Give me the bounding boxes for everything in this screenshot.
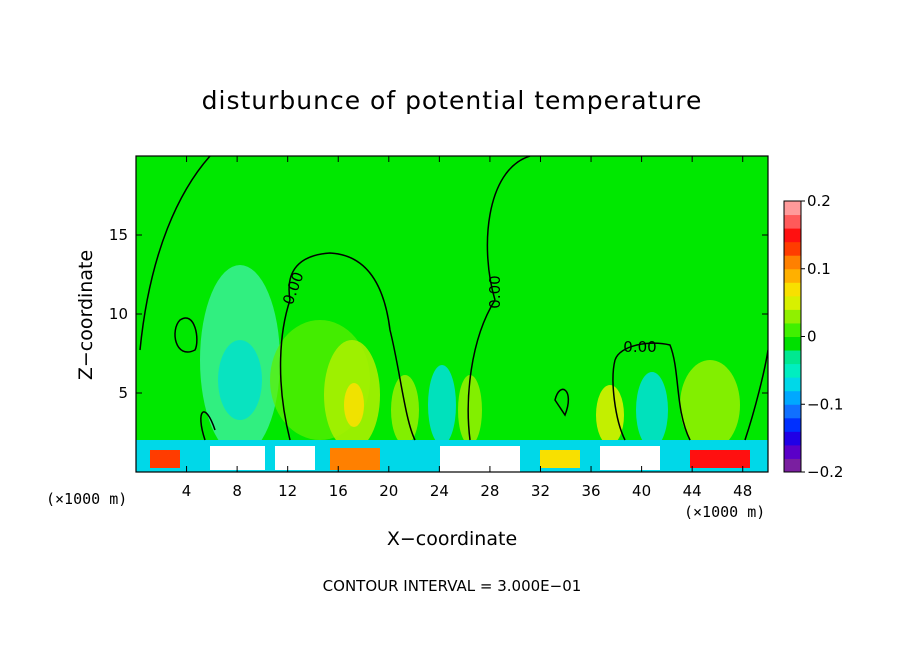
- colorbar-swatch: [784, 431, 801, 446]
- colorbar-tick-label: 0.2: [807, 192, 831, 210]
- x-tick-label: 36: [581, 482, 600, 500]
- colorbar-tick-label: 0: [807, 328, 817, 346]
- warm-blob: [458, 375, 482, 445]
- surface-warm: [540, 450, 580, 468]
- surface-warm: [330, 448, 380, 470]
- x-tick-label: 32: [531, 482, 550, 500]
- colorbar-swatch: [784, 228, 801, 243]
- x-tick-label: 44: [683, 482, 702, 500]
- y-tick-label: 5: [118, 384, 128, 402]
- colorbar-swatch: [784, 390, 801, 405]
- warm-blob: [596, 385, 624, 445]
- colorbar-swatch: [784, 241, 801, 256]
- y-ticks: 5 10 15: [109, 226, 768, 402]
- cool-blob: [218, 340, 262, 420]
- colorbar-swatch: [784, 295, 801, 310]
- x-tick-label: 40: [632, 482, 651, 500]
- field-layer: [136, 156, 768, 472]
- x-tick-label: 8: [232, 482, 242, 500]
- colorbar: 0.2 0.1 0 −0.1 −0.2: [783, 192, 843, 481]
- x-tick-label: 28: [480, 482, 499, 500]
- x-axis-label: X−coordinate: [386, 528, 518, 550]
- warm-blob: [344, 383, 364, 427]
- x-tick-label: 4: [182, 482, 192, 500]
- contour-interval-note: CONTOUR INTERVAL = 3.000E−01: [322, 577, 582, 595]
- colorbar-swatch: [784, 417, 801, 432]
- colorbar-swatch: [784, 444, 801, 459]
- colorbar-swatch: [784, 363, 801, 378]
- colorbar-swatch: [784, 458, 801, 473]
- colorbar-swatch: [784, 268, 801, 283]
- x-tick-label: 24: [430, 482, 449, 500]
- colorbar-swatch: [784, 377, 801, 392]
- colorbar-tick-label: −0.2: [807, 463, 843, 481]
- x-tick-label: 16: [329, 482, 348, 500]
- contour-lines: [139, 156, 768, 441]
- y-tick-label: 15: [109, 226, 128, 244]
- cool-blob: [428, 365, 456, 445]
- contour-label: 0.00: [486, 275, 504, 308]
- colorbar-swatch: [784, 282, 801, 297]
- x-unit-label-right: (×1000 m): [684, 503, 766, 521]
- surface-white: [275, 446, 315, 470]
- surface-warm: [150, 450, 180, 468]
- colorbar-swatch: [784, 214, 801, 229]
- warm-blob: [391, 375, 419, 445]
- surface-white: [600, 446, 660, 470]
- colorbar-tick-label: −0.1: [807, 395, 843, 413]
- warm-blob: [680, 360, 740, 450]
- surface-white: [440, 446, 520, 472]
- x-tick-label: 48: [733, 482, 752, 500]
- x-ticks: 4 8 12 16 20 24 28 32 36 40 44 48: [182, 156, 752, 500]
- y-tick-label: 10: [109, 305, 128, 323]
- colorbar-swatch: [784, 322, 801, 337]
- chart-title: disturbunce of potential temperature: [201, 86, 703, 115]
- surface-warm: [690, 450, 750, 468]
- x-unit-label: (×1000 m): [46, 490, 128, 508]
- y-axis-label: Z−coordinate: [75, 249, 97, 381]
- colorbar-swatch: [784, 309, 801, 324]
- colorbar-swatch: [784, 350, 801, 365]
- x-tick-label: 12: [278, 482, 297, 500]
- colorbar-swatch: [784, 404, 801, 419]
- colorbar-swatch: [784, 201, 801, 216]
- contour-label: 0.00: [623, 338, 656, 356]
- colorbar-tick-label: 0.1: [807, 260, 831, 278]
- colorbar-swatch: [784, 255, 801, 270]
- x-tick-label: 20: [379, 482, 398, 500]
- colorbar-swatch: [784, 336, 801, 351]
- cool-blob: [636, 372, 668, 448]
